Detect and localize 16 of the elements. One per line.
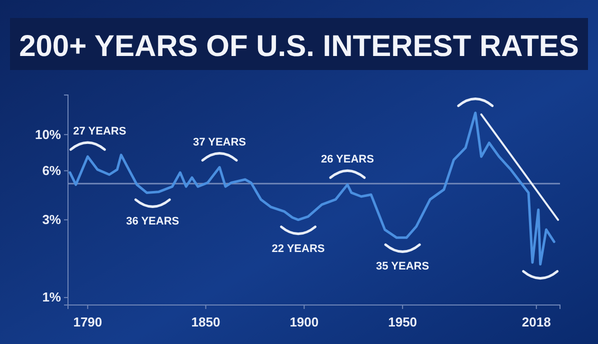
annotation: 37 YEARS: [193, 136, 246, 148]
x-tick-label: 1950: [388, 314, 418, 330]
y-tick-label: 3%: [42, 212, 62, 227]
annotation: 27 YEARS: [73, 126, 126, 138]
x-tick-label: 1790: [73, 314, 102, 330]
y-tick-label: 6%: [42, 162, 62, 178]
annotation: 26 YEARS: [320, 154, 374, 166]
annotation: 36 YEARS: [126, 216, 180, 228]
annotation: 35 YEARS: [376, 260, 430, 273]
y-tick-label: 1%: [42, 290, 62, 305]
x-tick-label: 1850: [191, 314, 220, 330]
x-tick-label: 2018: [522, 314, 551, 330]
x-tick-label: 1900: [290, 314, 319, 330]
annotation: 22 YEARS: [272, 242, 325, 255]
chart-title: 200+ YEARS OF U.S. INTEREST RATES: [19, 30, 579, 63]
y-tick-label: 10%: [34, 126, 62, 142]
